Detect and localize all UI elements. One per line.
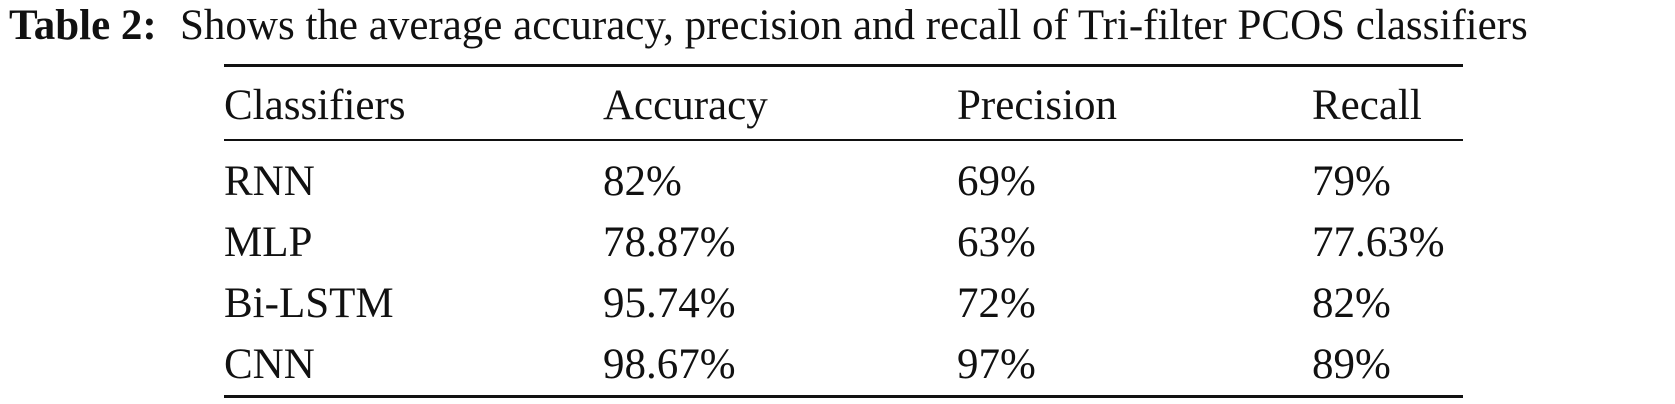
table-cell: 77.63% — [1312, 219, 1445, 266]
header-cell: Accuracy — [603, 82, 768, 129]
caption-text: Shows the average accuracy, precision an… — [180, 2, 1528, 49]
table-cell: 82% — [603, 158, 682, 205]
header-rule — [224, 139, 1463, 141]
table-cell: 97% — [957, 341, 1036, 388]
table-cell: 69% — [957, 158, 1036, 205]
caption-label: Table 2: — [9, 2, 157, 49]
header-cell: Classifiers — [224, 82, 406, 129]
header-cell: Precision — [957, 82, 1118, 129]
table-cell: RNN — [224, 158, 315, 205]
table-cell: CNN — [224, 341, 315, 388]
top-rule — [224, 64, 1463, 67]
table-cell: 63% — [957, 219, 1036, 266]
bottom-rule — [224, 395, 1463, 398]
table-cell: 89% — [1312, 341, 1391, 388]
table-cell: 79% — [1312, 158, 1391, 205]
table-cell: 78.87% — [603, 219, 736, 266]
table-cell: 72% — [957, 280, 1036, 327]
table-cell: Bi-LSTM — [224, 280, 394, 327]
table-cell: MLP — [224, 219, 313, 266]
header-cell: Recall — [1312, 82, 1422, 129]
table-cell: 98.67% — [603, 341, 736, 388]
table-cell: 82% — [1312, 280, 1391, 327]
table-cell: 95.74% — [603, 280, 736, 327]
